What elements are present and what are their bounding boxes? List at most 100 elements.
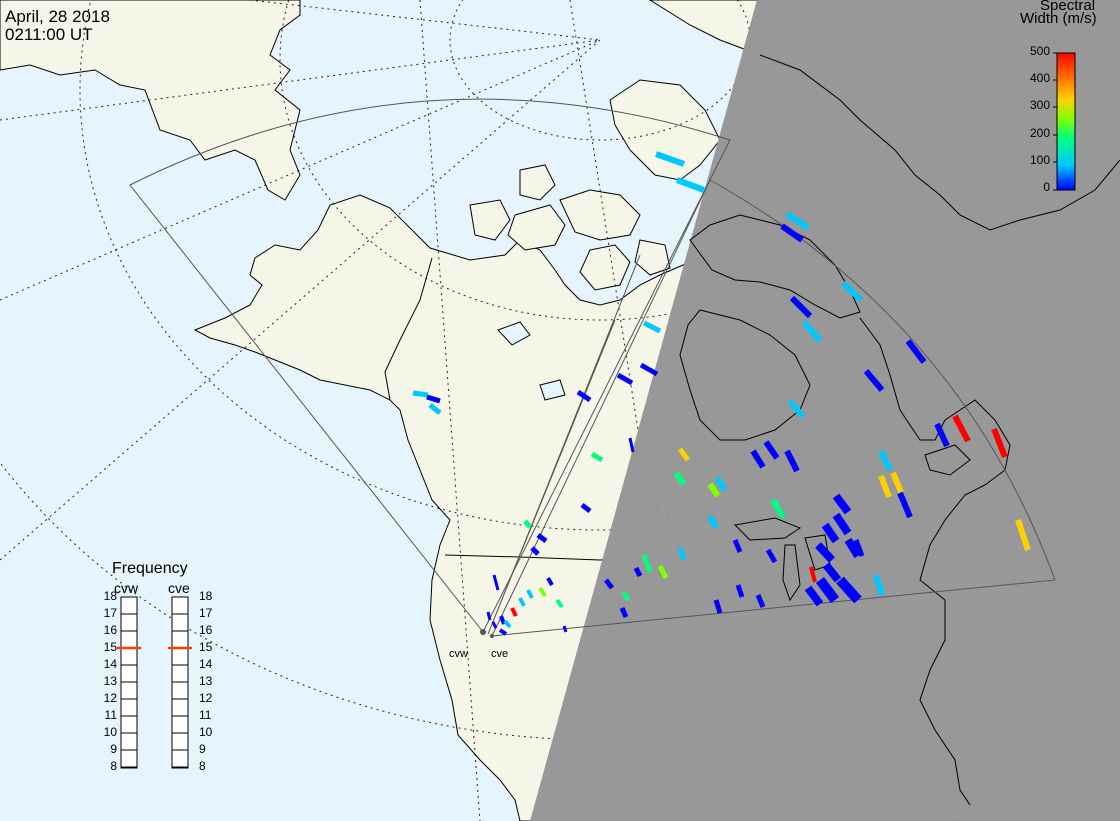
frequency-tick-label: 9	[199, 742, 206, 756]
echo-cell	[546, 577, 554, 586]
echo-cell	[510, 607, 518, 617]
echo-cell	[498, 628, 508, 636]
echo-cell	[840, 280, 864, 303]
echo-cell	[873, 574, 885, 596]
echo-cell	[707, 482, 721, 498]
echo-cell	[654, 151, 686, 167]
echo-cell	[657, 564, 669, 580]
echo-cell	[804, 585, 824, 607]
echo-cell	[713, 599, 723, 614]
frequency-tick-label: 12	[103, 691, 117, 705]
date-label: April, 28 2018	[5, 7, 110, 26]
frequency-tick-label: 10	[199, 725, 213, 739]
echo-cell	[576, 389, 592, 403]
echo-cell	[832, 512, 852, 536]
radar-label-cve: cve	[491, 648, 509, 660]
fov-overlap	[487, 254, 641, 635]
echo-cell	[765, 548, 778, 564]
echo-cell	[530, 546, 540, 556]
colorbar-title-line2: Width (m/s)	[1020, 10, 1097, 27]
echo-cell	[780, 223, 804, 243]
echo-cell	[785, 211, 810, 231]
echo-cell	[897, 491, 913, 519]
echo-cell	[526, 589, 534, 599]
echo-cell	[809, 566, 817, 583]
echo-cell	[750, 449, 766, 469]
echo-cell	[428, 403, 442, 415]
land-island-c	[634, 239, 671, 276]
echo-cell	[836, 576, 862, 604]
land-island-a	[579, 244, 631, 291]
colorbar-tick-label: 300	[1029, 98, 1050, 112]
echo-cell	[633, 566, 643, 578]
echo-cell	[555, 598, 564, 609]
radar-site-cvw[interactable]	[480, 629, 486, 635]
frequency-tick-label: 14	[103, 657, 117, 671]
night-coastlines	[679, 54, 1120, 806]
alaska-canada-border	[384, 257, 433, 401]
echo-cell	[770, 498, 786, 519]
frequency-tick-label: 11	[104, 708, 117, 722]
echo-cell	[1015, 519, 1031, 551]
fov-cve	[491, 179, 1056, 637]
echo-cell	[412, 390, 429, 398]
echo-cell	[590, 451, 604, 463]
echo-cell	[492, 574, 500, 591]
frequency-tick-label: 18	[103, 589, 117, 603]
frequency-tick-label: 17	[199, 606, 213, 620]
echo-cell	[491, 621, 498, 629]
echo-cell	[536, 533, 548, 543]
echo-cell	[675, 177, 706, 193]
echo-cell	[523, 519, 532, 529]
time-label: 0211:00 UT	[5, 25, 93, 44]
frequency-tick-label: 10	[103, 725, 117, 739]
frequency-tick-label: 8	[199, 759, 206, 773]
frequency-tick-label: 11	[199, 708, 212, 722]
echo-cell	[787, 399, 806, 419]
echo-cell	[934, 422, 950, 448]
great-slave-lake	[539, 379, 566, 401]
echo-cell	[952, 414, 971, 443]
frequency-grid	[121, 596, 188, 768]
fov-cvw	[129, 98, 731, 633]
frequency-tick-label: 9	[110, 742, 117, 756]
echo-cell	[639, 362, 659, 377]
echo-cell	[518, 597, 526, 607]
radar-label-cvw: cvw	[449, 648, 468, 660]
echo-cell	[426, 394, 441, 404]
land-island-b	[519, 164, 556, 201]
echo-cell	[735, 584, 745, 598]
frequency-tick-label: 17	[103, 606, 117, 620]
echo-cell	[905, 339, 927, 364]
frequency-tick-label: 16	[103, 623, 117, 637]
echo-cell	[538, 586, 547, 598]
colorbar-ticks	[1053, 52, 1057, 191]
echo-cell	[673, 471, 687, 486]
echo-cell	[844, 537, 862, 559]
frequency-tick-label: 15	[103, 640, 117, 654]
echo-cell	[763, 440, 780, 460]
echo-cell	[619, 606, 629, 619]
frequency-radar-label-cve: cve	[168, 580, 190, 596]
radar-site-cve[interactable]	[490, 634, 494, 638]
land-devon	[559, 189, 641, 241]
frequency-tick-label: 13	[103, 674, 117, 688]
echo-cells	[412, 151, 1031, 636]
echo-cell	[821, 522, 840, 544]
echo-cell	[863, 369, 885, 392]
frequency-title: Frequency	[112, 560, 188, 577]
echo-cell	[991, 427, 1008, 459]
colorbar-tick-label: 500	[1029, 44, 1050, 58]
echo-cell	[784, 449, 800, 473]
frequency-tick-label: 14	[199, 657, 213, 671]
echo-cell	[878, 474, 892, 499]
colorbar	[1056, 52, 1076, 191]
echo-cell	[580, 503, 592, 513]
colorbar-tick-label: 100	[1029, 153, 1050, 167]
frequency-tick-label: 13	[199, 674, 213, 688]
echo-cell	[815, 542, 835, 563]
frequency-tick-label: 12	[199, 691, 213, 705]
echo-cell	[707, 514, 719, 530]
colorbar-tick-label: 200	[1029, 126, 1050, 140]
colorbar-tick-label: 400	[1029, 71, 1050, 85]
